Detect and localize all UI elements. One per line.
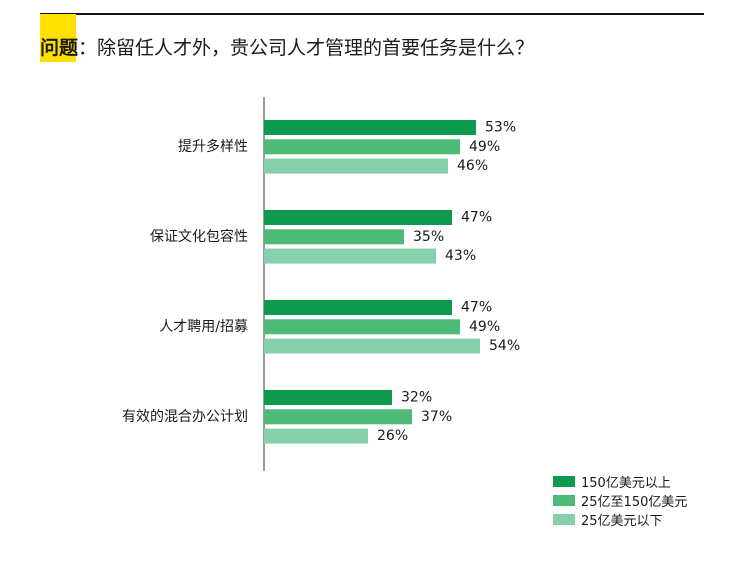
- bar: [264, 120, 476, 135]
- bar: [264, 338, 480, 354]
- legend-label: 150亿美元以上: [581, 476, 671, 491]
- bar: [264, 139, 460, 155]
- data-label: 49%: [469, 139, 500, 155]
- data-label: 35%: [413, 229, 444, 245]
- data-label: 37%: [421, 409, 452, 425]
- legend-swatch: [553, 495, 575, 506]
- legend-swatch: [553, 514, 575, 525]
- top-rule: [40, 13, 704, 15]
- question-text: ：除留任人才外，贵公司人才管理的首要任务是什么？: [78, 37, 535, 59]
- legend-item: 25亿美元以下: [553, 510, 687, 529]
- data-label: 54%: [489, 338, 520, 354]
- question-prefix: 问题: [40, 37, 79, 59]
- data-label: 32%: [401, 390, 432, 406]
- data-label: 46%: [457, 158, 488, 174]
- category-label: 保证文化包容性: [150, 228, 248, 245]
- data-label: 49%: [469, 319, 500, 335]
- data-label: 47%: [461, 300, 492, 316]
- bar: [264, 319, 460, 335]
- data-label: 26%: [377, 428, 408, 444]
- legend-label: 25亿至150亿美元: [581, 495, 688, 510]
- bar: [264, 390, 392, 405]
- bar: [264, 210, 452, 225]
- bar: [264, 428, 368, 444]
- bar: [264, 229, 404, 245]
- category-label: 有效的混合办公计划: [122, 409, 248, 425]
- legend-label: 25亿美元以下: [581, 514, 663, 529]
- bar: [264, 248, 436, 264]
- data-label: 43%: [445, 248, 476, 264]
- bar: [264, 409, 412, 425]
- legend: 150亿美元以上 25亿至150亿美元 25亿美元以下: [553, 472, 687, 529]
- data-label: 47%: [461, 210, 492, 226]
- question-title: 问题：除留任人才外，贵公司人才管理的首要任务是什么？: [40, 33, 534, 60]
- category-label: 提升多样性: [178, 138, 248, 155]
- data-label: 53%: [485, 120, 516, 136]
- category-label: 人才聘用/招募: [159, 319, 248, 335]
- bar: [264, 158, 448, 174]
- question-highlight: [40, 14, 76, 62]
- legend-swatch: [553, 476, 575, 487]
- legend-item: 150亿美元以上: [553, 472, 687, 491]
- legend-item: 25亿至150亿美元: [553, 491, 687, 510]
- bar: [264, 300, 452, 315]
